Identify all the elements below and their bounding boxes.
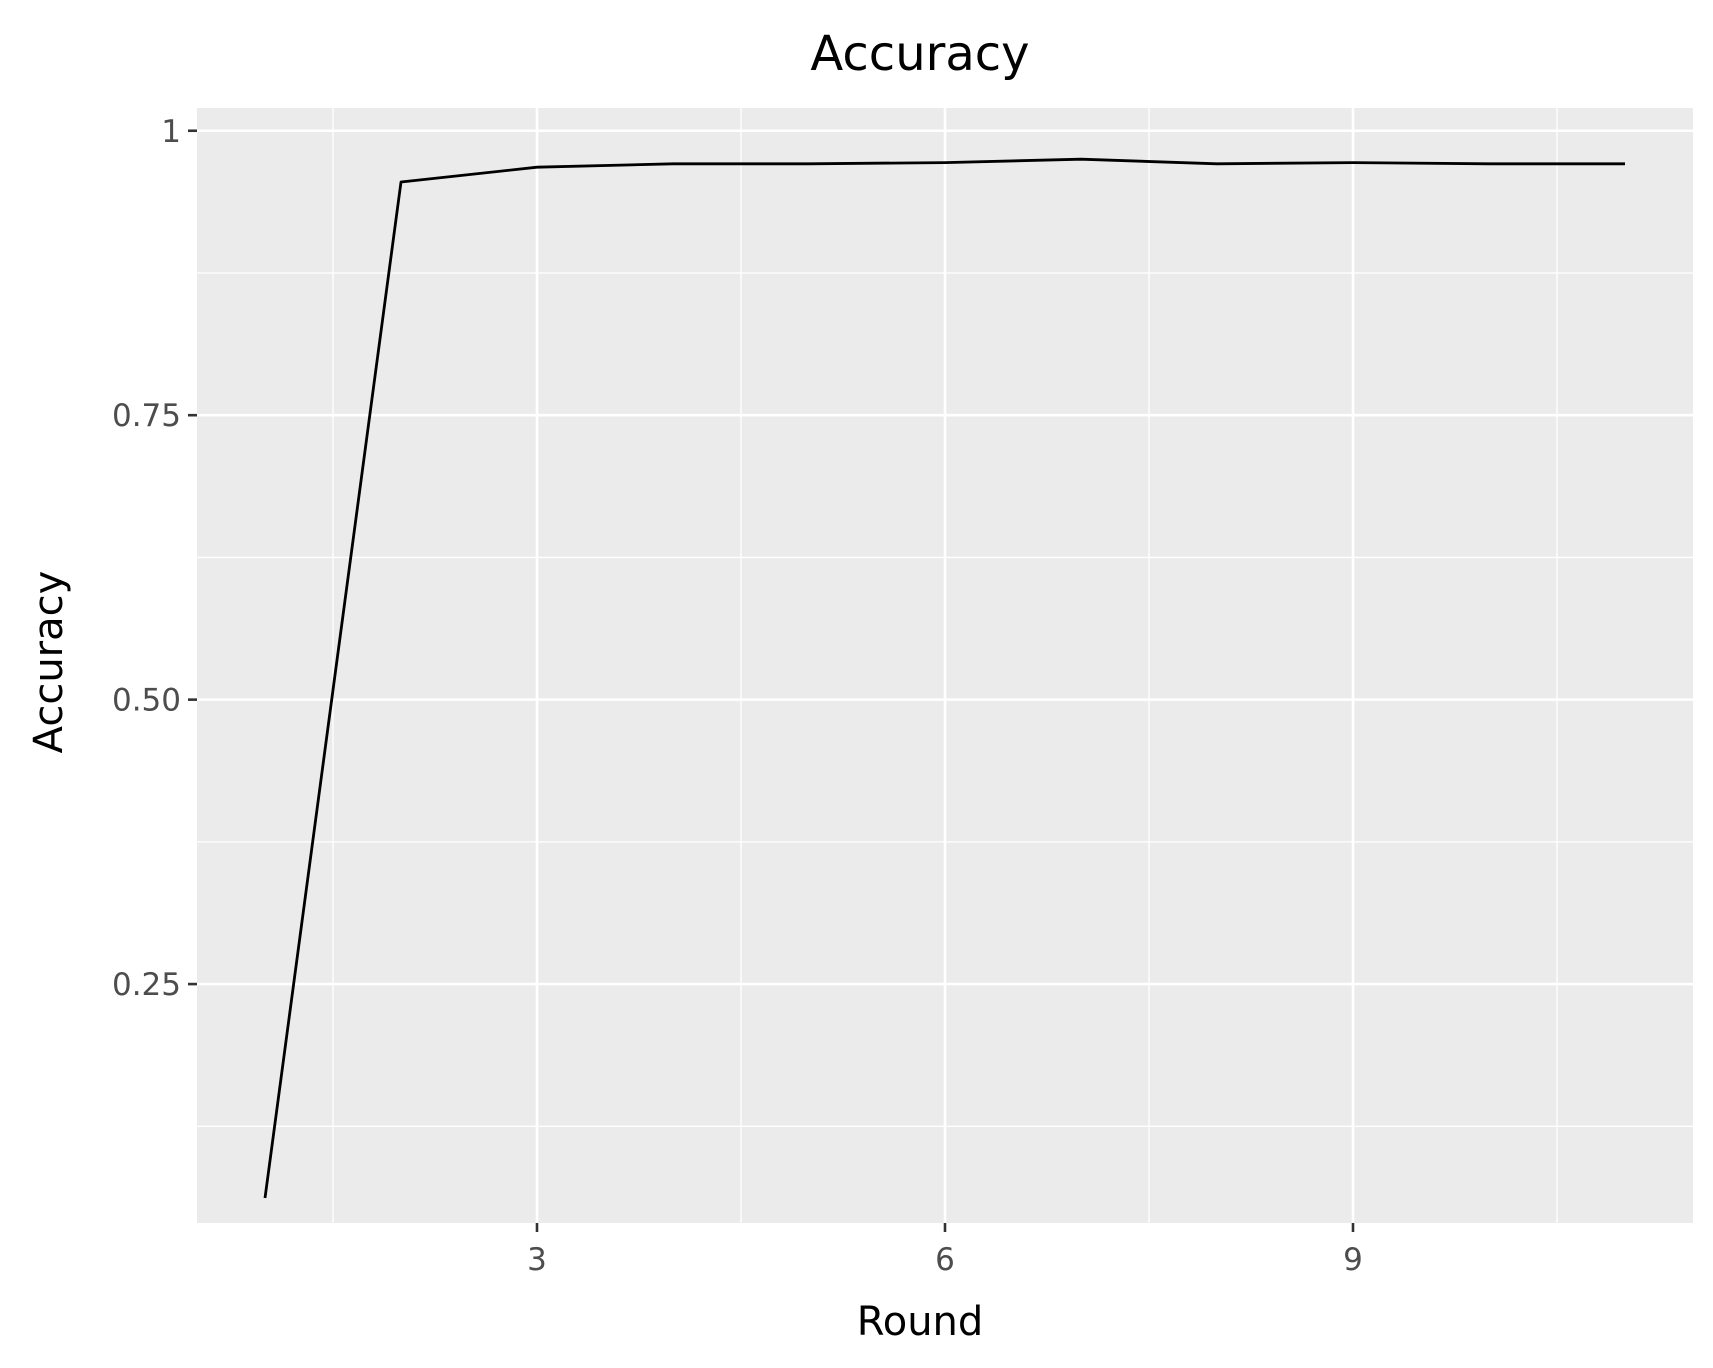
chart-title: Accuracy (810, 26, 1029, 82)
x-axis: 3 6 9 (527, 1223, 1363, 1278)
y-axis-title: Accuracy (26, 571, 72, 754)
series-line (263, 157, 1625, 1199)
x-axis-title: Round (857, 1299, 984, 1345)
x-tick-label: 3 (527, 1242, 547, 1278)
major-gridlines (197, 108, 1693, 1223)
x-tick-label: 9 (1343, 1242, 1363, 1278)
series-layer (263, 157, 1625, 1199)
x-tick-label: 6 (935, 1242, 955, 1278)
y-axis: 0.25 0.50 0.75 1 (112, 114, 197, 1003)
y-tick-label: 1 (161, 114, 181, 150)
y-tick-label: 0.25 (112, 967, 181, 1003)
y-tick-label: 0.50 (112, 683, 181, 719)
y-tick-label: 0.75 (112, 398, 181, 434)
